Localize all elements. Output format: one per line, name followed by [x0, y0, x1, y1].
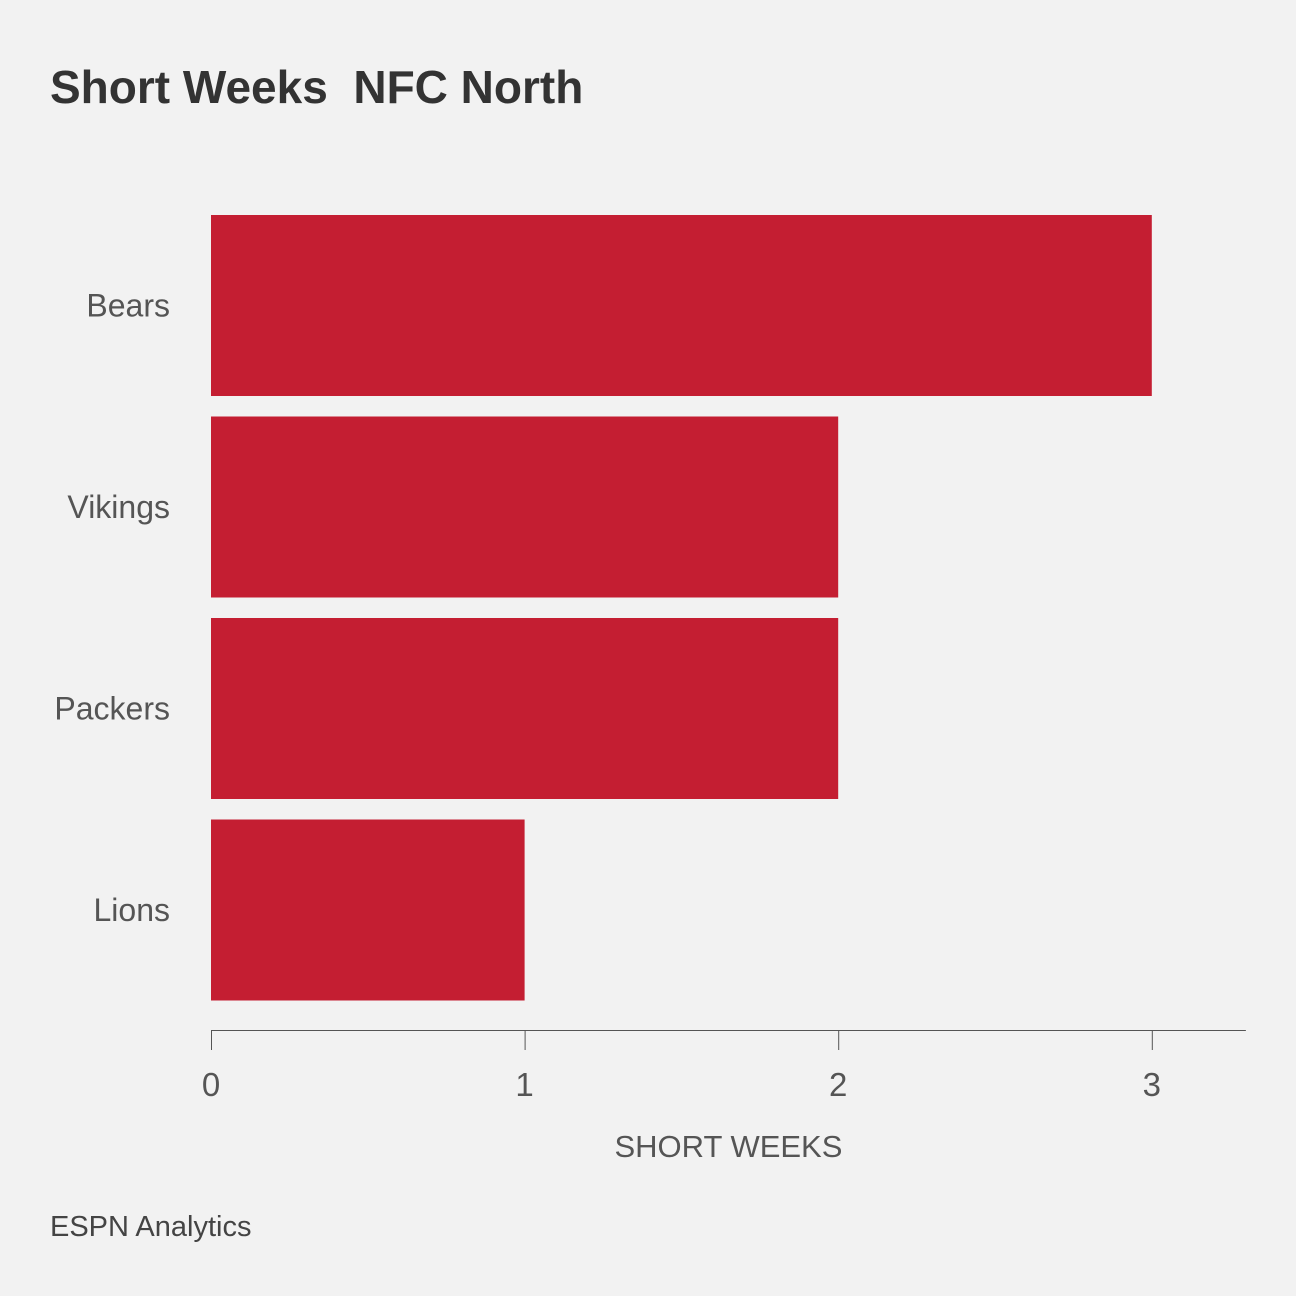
x-tick-label-0: 0: [202, 1066, 220, 1103]
bar-vikings: [211, 416, 839, 598]
chart-title: Short Weeks NFC North: [50, 61, 584, 113]
category-label-bears: Bears: [86, 288, 170, 324]
x-tick-label-2: 2: [829, 1066, 847, 1103]
bar-lions: [211, 819, 525, 1001]
source-credit: ESPN Analytics: [50, 1211, 252, 1243]
category-label-vikings: Vikings: [67, 489, 170, 525]
x-tick-label-3: 3: [1143, 1066, 1161, 1103]
category-label-lions: Lions: [94, 892, 171, 928]
bar-packers: [211, 618, 839, 799]
category-labels: Bears Vikings Packers Lions: [54, 288, 170, 929]
category-label-packers: Packers: [54, 691, 170, 727]
x-axis-title: SHORT WEEKS: [614, 1129, 842, 1164]
bars-group: [211, 215, 1152, 1001]
bar-bears: [211, 215, 1152, 396]
x-axis: 0 1 2 3: [202, 1030, 1246, 1103]
x-tick-label-1: 1: [515, 1066, 533, 1103]
